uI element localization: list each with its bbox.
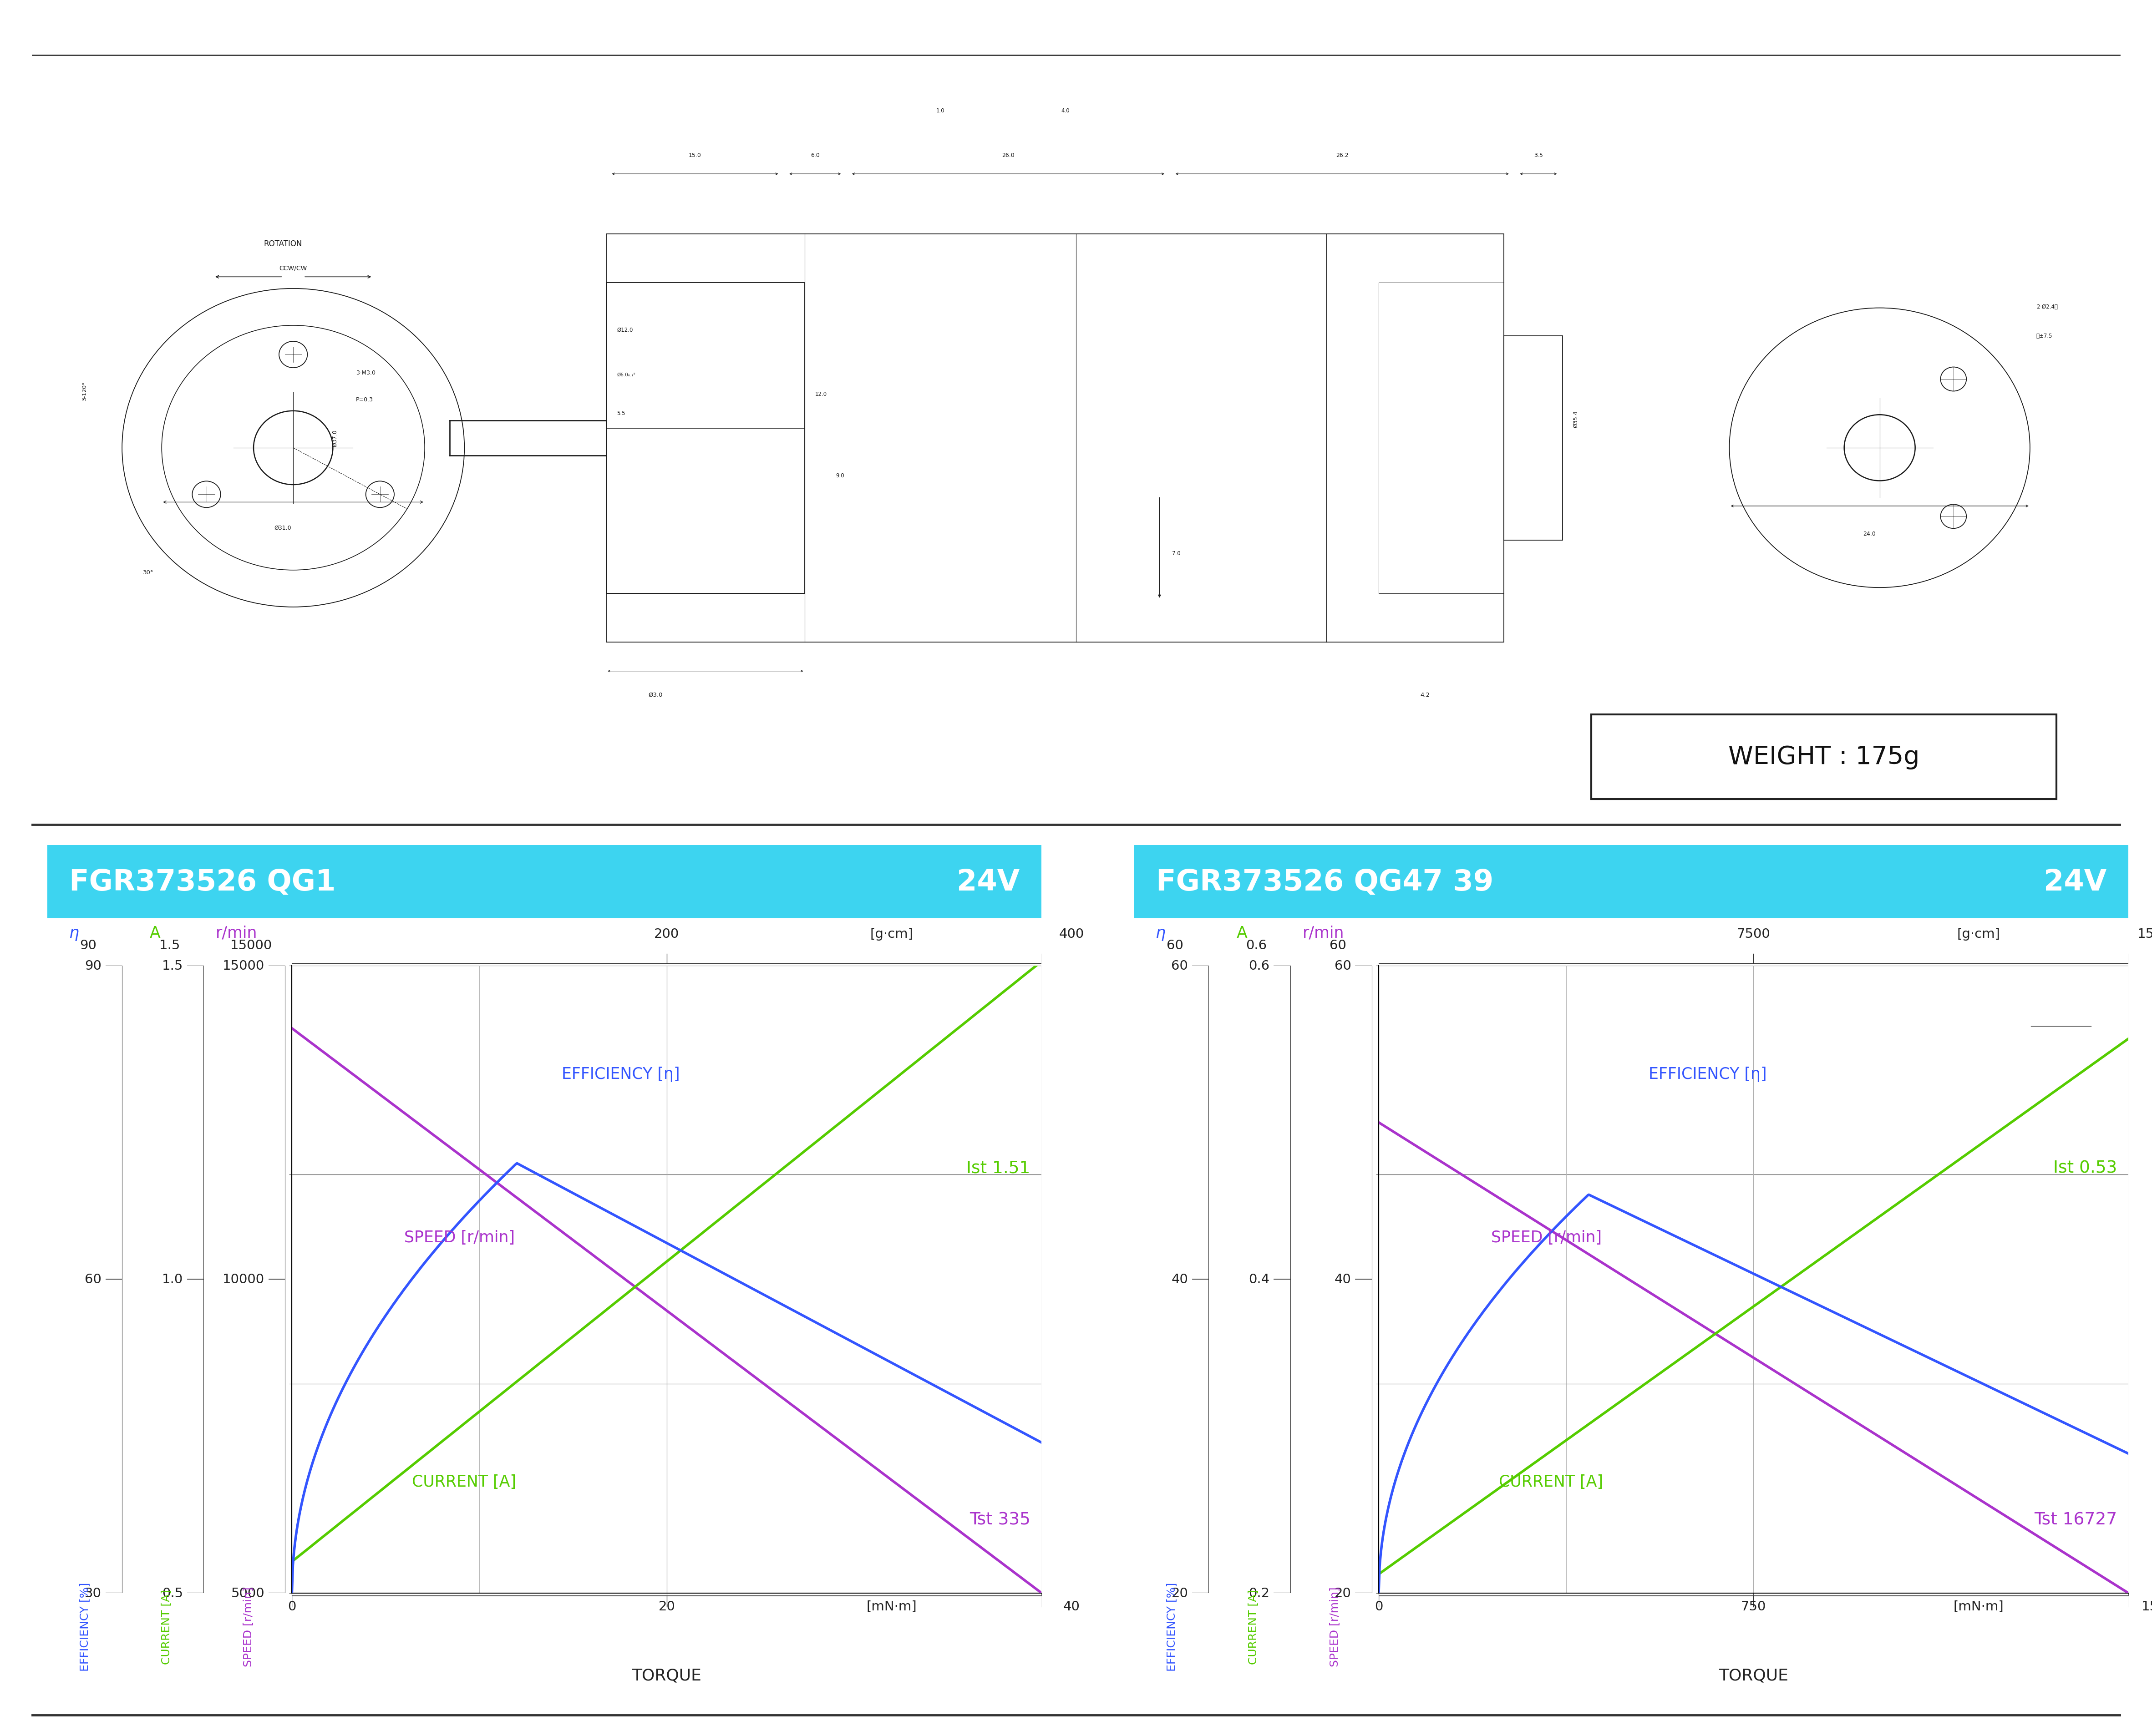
Text: 9.0: 9.0 — [835, 472, 844, 479]
Text: 60: 60 — [1334, 960, 1351, 972]
Text: 15000: 15000 — [230, 939, 271, 951]
Text: 0.6: 0.6 — [1246, 939, 1268, 951]
Text: Ist 1.51: Ist 1.51 — [966, 1160, 1031, 1177]
Text: 1.0: 1.0 — [161, 1272, 183, 1286]
Text: SPEED [r/min]: SPEED [r/min] — [1330, 1587, 1341, 1667]
Text: 60: 60 — [84, 1272, 101, 1286]
Text: Ø3.0: Ø3.0 — [648, 693, 663, 698]
Text: WEIGHT : 175g: WEIGHT : 175g — [1728, 745, 1920, 769]
Text: 2-Ø2.4孔: 2-Ø2.4孔 — [2036, 304, 2057, 309]
Text: 1500: 1500 — [2141, 1601, 2152, 1613]
Text: Ø12.0: Ø12.0 — [618, 326, 633, 333]
Text: Tst 335: Tst 335 — [968, 1512, 1031, 1528]
Text: EFFICIENCY [η]: EFFICIENCY [η] — [1648, 1066, 1767, 1082]
Text: [g·cm]: [g·cm] — [869, 927, 912, 941]
Text: 3-M3.0: 3-M3.0 — [355, 370, 374, 375]
Text: EFFICIENCY [%]: EFFICIENCY [%] — [1166, 1581, 1177, 1672]
Text: CURRENT [A]: CURRENT [A] — [1248, 1588, 1259, 1665]
Text: [g·cm]: [g·cm] — [1956, 927, 1999, 941]
Bar — [607, 283, 805, 594]
Text: 90: 90 — [84, 960, 101, 972]
Text: [mN·m]: [mN·m] — [867, 1601, 917, 1613]
Text: r/min: r/min — [215, 925, 258, 941]
Text: P=0.3: P=0.3 — [355, 398, 372, 403]
Text: SPEED [r/min]: SPEED [r/min] — [243, 1587, 254, 1667]
FancyBboxPatch shape — [1590, 715, 2057, 799]
Text: 40: 40 — [1063, 1601, 1080, 1613]
Text: SPEED [r/min]: SPEED [r/min] — [405, 1229, 514, 1245]
Text: 1.5: 1.5 — [159, 939, 181, 951]
Text: 深±7.5: 深±7.5 — [2036, 333, 2053, 339]
Text: 60: 60 — [1171, 960, 1188, 972]
Text: A: A — [1237, 925, 1248, 941]
Text: 90: 90 — [80, 939, 97, 951]
Text: 20: 20 — [1171, 1587, 1188, 1599]
Text: η: η — [1156, 925, 1166, 941]
Text: CURRENT [A]: CURRENT [A] — [1498, 1474, 1603, 1489]
Text: 0.2: 0.2 — [1248, 1587, 1270, 1599]
Text: 60: 60 — [1166, 939, 1184, 951]
Text: EFFICIENCY [%]: EFFICIENCY [%] — [80, 1581, 90, 1672]
Text: [mN·m]: [mN·m] — [1954, 1601, 2004, 1613]
Text: Tst 16727: Tst 16727 — [2034, 1512, 2118, 1528]
Text: 24.0: 24.0 — [1864, 531, 1877, 536]
Text: 20: 20 — [659, 1601, 676, 1613]
Text: FGR373526 QG1: FGR373526 QG1 — [69, 868, 336, 896]
Text: 0.6: 0.6 — [1248, 960, 1270, 972]
Text: TORQUE: TORQUE — [1719, 1667, 1788, 1682]
Text: 10000: 10000 — [222, 1272, 265, 1286]
Text: 30°: 30° — [142, 569, 153, 576]
Text: CURRENT [A]: CURRENT [A] — [161, 1588, 172, 1665]
Text: 12.0: 12.0 — [816, 391, 826, 398]
Text: SPEED [r/min]: SPEED [r/min] — [1491, 1229, 1601, 1245]
Text: 1.0: 1.0 — [936, 108, 945, 113]
Text: 0: 0 — [1375, 1601, 1384, 1613]
Text: 0: 0 — [288, 1601, 297, 1613]
Bar — [607, 234, 1504, 642]
Text: ROTATION: ROTATION — [263, 240, 301, 248]
Text: 4.0: 4.0 — [1061, 108, 1070, 113]
Text: 20: 20 — [1334, 1587, 1351, 1599]
Text: 7.0: 7.0 — [1173, 550, 1181, 556]
Text: 400: 400 — [1059, 927, 1085, 941]
Text: 60: 60 — [1330, 939, 1347, 951]
Text: 26.2: 26.2 — [1336, 153, 1349, 158]
Text: CCW/CW: CCW/CW — [280, 266, 308, 271]
Text: 40: 40 — [1334, 1272, 1351, 1286]
Text: Ø6.0₀.₁⁵: Ø6.0₀.₁⁵ — [618, 373, 635, 377]
Text: 200: 200 — [654, 927, 680, 941]
Text: 15000: 15000 — [222, 960, 265, 972]
Text: 26.0: 26.0 — [1003, 153, 1014, 158]
Text: Ø37.0: Ø37.0 — [331, 431, 338, 446]
Text: Ø31.0: Ø31.0 — [273, 524, 291, 531]
Text: 24V: 24V — [2044, 868, 2107, 896]
Text: A: A — [151, 925, 161, 941]
Text: Ø35.4: Ø35.4 — [1573, 410, 1580, 427]
Text: FGR373526 QG47 39: FGR373526 QG47 39 — [1156, 868, 1493, 896]
Text: 30: 30 — [84, 1587, 101, 1599]
Text: 24V: 24V — [958, 868, 1020, 896]
Text: 3.5: 3.5 — [1534, 153, 1543, 158]
Text: 3-120°: 3-120° — [82, 382, 88, 401]
Text: 5.5: 5.5 — [618, 410, 626, 417]
Text: 4.2: 4.2 — [1420, 693, 1429, 698]
Text: η: η — [69, 925, 80, 941]
Text: 0.5: 0.5 — [161, 1587, 183, 1599]
Text: r/min: r/min — [1302, 925, 1345, 941]
Text: 0.4: 0.4 — [1248, 1272, 1270, 1286]
Text: 15000: 15000 — [2137, 927, 2152, 941]
Text: 40: 40 — [1171, 1272, 1188, 1286]
Text: 6.0: 6.0 — [811, 153, 820, 158]
Text: TORQUE: TORQUE — [633, 1667, 702, 1682]
Bar — [1504, 337, 1562, 540]
Text: 15.0: 15.0 — [689, 153, 702, 158]
Text: 7500: 7500 — [1737, 927, 1771, 941]
Text: 750: 750 — [1741, 1601, 1767, 1613]
Text: Ist 0.53: Ist 0.53 — [2053, 1160, 2118, 1177]
Text: EFFICIENCY [η]: EFFICIENCY [η] — [562, 1066, 680, 1082]
Text: 5000: 5000 — [230, 1587, 265, 1599]
Text: 1.5: 1.5 — [161, 960, 183, 972]
Text: CURRENT [A]: CURRENT [A] — [411, 1474, 516, 1489]
